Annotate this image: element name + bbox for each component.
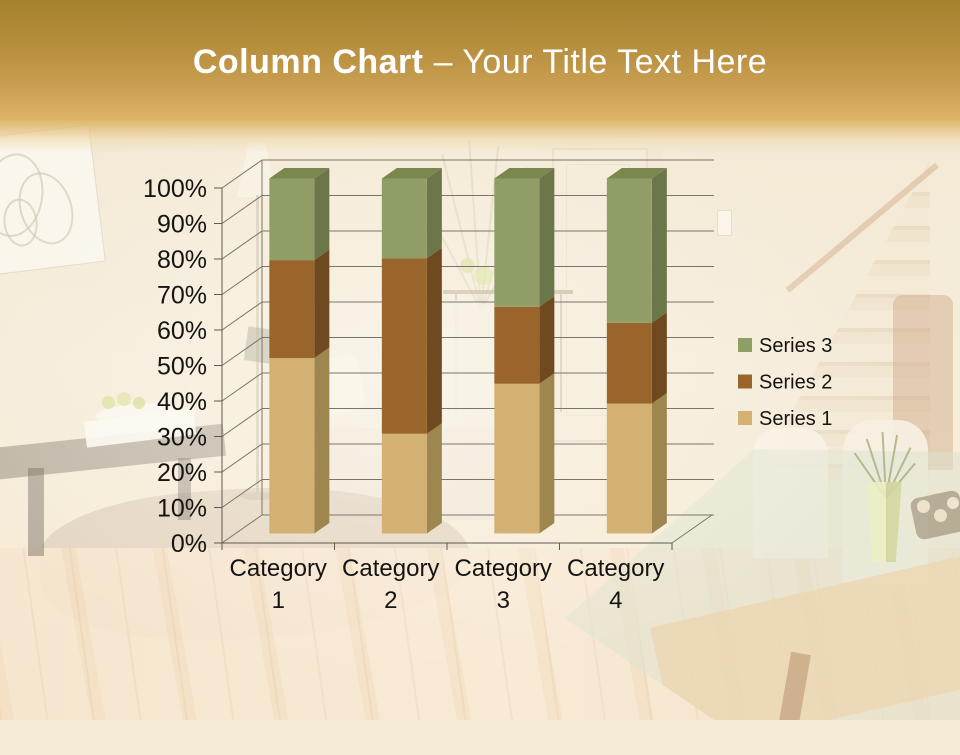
green-apple <box>117 392 131 406</box>
shelf-leg <box>560 294 562 412</box>
x-axis-category-number: 1 <box>272 587 285 614</box>
gridline-depth <box>221 408 263 437</box>
bar-segment-series-2[interactable] <box>494 306 540 384</box>
floor-right-edge <box>671 514 713 544</box>
bar-segment-series-1[interactable] <box>381 433 427 534</box>
bar-segment-side[interactable] <box>651 393 667 534</box>
y-axis-label: 60% <box>157 317 207 345</box>
tealight-candle <box>947 497 959 509</box>
x-axis-category-number: 2 <box>384 587 397 614</box>
bar-top-face[interactable] <box>381 167 442 179</box>
green-apple <box>102 396 115 409</box>
bar-segment-side[interactable] <box>651 167 667 323</box>
bar-top-face[interactable] <box>494 167 555 179</box>
y-axis-label: 0% <box>171 530 207 558</box>
bar-top-face[interactable] <box>606 167 667 179</box>
y-axis-label: 20% <box>157 459 207 487</box>
gridline-depth <box>221 337 263 366</box>
slide-title-rest: – Your Title Text Here <box>423 43 768 81</box>
gridline-depth <box>221 514 263 544</box>
y-axis-label: 50% <box>157 352 207 380</box>
legend-swatch[interactable] <box>738 338 752 352</box>
gridline-depth <box>221 195 263 224</box>
bar-segment-series-2[interactable] <box>381 258 427 434</box>
gridline-depth <box>221 301 263 331</box>
tealight-candle <box>934 509 947 522</box>
bar-segment-series-3[interactable] <box>606 178 652 323</box>
y-axis-label: 10% <box>157 494 207 522</box>
gridline-depth <box>221 479 263 508</box>
bar-segment-series-2[interactable] <box>269 260 315 359</box>
bar-segment-side[interactable] <box>426 167 442 259</box>
x-axis-category-label: Category <box>230 555 327 582</box>
bar-segment-side[interactable] <box>314 347 330 534</box>
light-switch <box>717 210 732 236</box>
bar-segment-side[interactable] <box>539 373 555 534</box>
slide-title[interactable]: Column Chart – Your Title Text Here <box>0 42 960 82</box>
y-axis-label: 90% <box>157 210 207 238</box>
y-axis-label: 100% <box>143 175 207 203</box>
y-axis-label: 80% <box>157 246 207 274</box>
x-axis-category-label: Category <box>567 555 664 582</box>
green-apple <box>474 266 493 285</box>
coffee-table-leg <box>178 458 191 520</box>
bar-segment-series-1[interactable] <box>606 403 652 534</box>
bar-segment-side[interactable] <box>314 167 330 261</box>
bar-segment-side[interactable] <box>539 296 555 384</box>
plant-pot <box>866 482 902 562</box>
slide: { "slide": { "title": { "bold": "Column … <box>0 0 960 720</box>
bar-segment-series-3[interactable] <box>269 178 315 261</box>
x-axis-category-label: Category <box>455 555 552 582</box>
gridline-depth <box>221 372 263 402</box>
bar-segment-series-3[interactable] <box>381 178 427 259</box>
bar-segment-series-1[interactable] <box>494 383 540 534</box>
green-apple <box>460 258 475 273</box>
y-axis-label: 70% <box>157 281 207 309</box>
legend-label[interactable]: Series 1 <box>759 408 832 430</box>
x-axis-category-number: 3 <box>497 587 510 614</box>
bar-segment-side[interactable] <box>539 167 555 307</box>
x-axis-category-label: Category <box>342 555 439 582</box>
bar-segment-side[interactable] <box>651 312 667 404</box>
column-chart-svg[interactable]: 0% 10% 20% 30% 40% 50% 60% 70% 80% 90% 100% Categor… <box>0 0 960 720</box>
legend-label[interactable]: Series 3 <box>759 335 832 357</box>
bar-segment-series-1[interactable] <box>269 358 315 534</box>
green-apple <box>133 397 145 409</box>
bar-segment-side[interactable] <box>314 249 330 359</box>
gridline-depth <box>221 443 263 473</box>
legend-label[interactable]: Series 2 <box>759 372 832 394</box>
bar-segment-side[interactable] <box>426 423 442 534</box>
legend-swatch[interactable] <box>738 374 752 389</box>
slide-title-bold: Column Chart <box>192 43 424 81</box>
y-axis-label: 30% <box>157 423 207 451</box>
slide-header: Column Chart – Your Title Text Here <box>0 0 960 152</box>
coffee-table-leg <box>28 468 44 556</box>
bar-segment-side[interactable] <box>426 247 442 434</box>
legend-swatch[interactable] <box>738 411 752 425</box>
gridline-depth <box>221 159 263 189</box>
x-axis-category-number: 4 <box>609 587 622 614</box>
bar-top-face[interactable] <box>269 167 330 179</box>
bar-segment-series-3[interactable] <box>494 178 540 307</box>
bar-segment-series-2[interactable] <box>606 322 652 404</box>
gridline-depth <box>221 266 263 295</box>
gridline-depth <box>221 230 263 260</box>
tealight-candle <box>917 500 930 513</box>
y-axis-label: 40% <box>157 388 207 416</box>
